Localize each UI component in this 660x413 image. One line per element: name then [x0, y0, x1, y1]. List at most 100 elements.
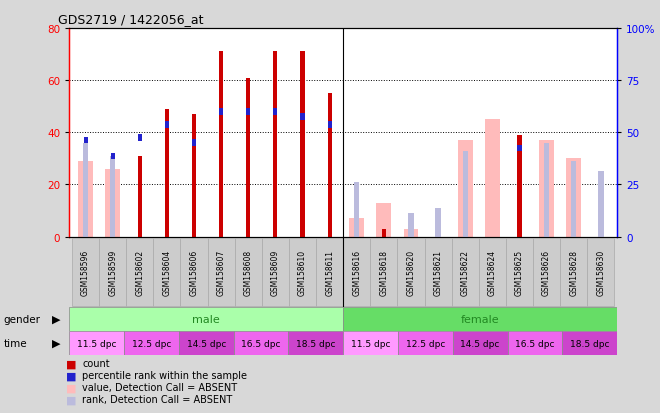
Bar — [138, 135, 142, 141]
FancyBboxPatch shape — [562, 331, 617, 355]
Text: GDS2719 / 1422056_at: GDS2719 / 1422056_at — [58, 13, 204, 26]
Bar — [517, 135, 521, 237]
Text: male: male — [192, 314, 220, 324]
Bar — [403, 229, 418, 237]
Bar — [571, 161, 576, 237]
FancyBboxPatch shape — [587, 238, 614, 306]
Text: GSM158618: GSM158618 — [379, 249, 388, 295]
FancyBboxPatch shape — [343, 331, 398, 355]
FancyBboxPatch shape — [288, 331, 343, 355]
Text: ▶: ▶ — [52, 338, 60, 348]
Text: GSM158628: GSM158628 — [569, 249, 578, 295]
Text: gender: gender — [3, 314, 40, 324]
Text: 14.5 dpc: 14.5 dpc — [187, 339, 226, 348]
Bar — [192, 140, 196, 147]
FancyBboxPatch shape — [508, 331, 562, 355]
Text: GSM158621: GSM158621 — [434, 249, 443, 295]
Bar — [485, 120, 500, 237]
Text: 16.5 dpc: 16.5 dpc — [515, 339, 554, 348]
Bar — [165, 109, 169, 237]
Text: ■: ■ — [66, 382, 77, 392]
Bar — [354, 183, 360, 237]
Bar — [382, 229, 386, 237]
FancyBboxPatch shape — [262, 238, 289, 306]
FancyBboxPatch shape — [126, 238, 153, 306]
Bar — [138, 157, 142, 237]
Text: 11.5 dpc: 11.5 dpc — [351, 339, 390, 348]
FancyBboxPatch shape — [478, 238, 506, 306]
Text: GSM158609: GSM158609 — [271, 249, 280, 295]
Bar — [327, 94, 332, 237]
Text: GSM158596: GSM158596 — [81, 249, 90, 295]
Bar — [273, 109, 277, 115]
FancyBboxPatch shape — [343, 307, 617, 331]
FancyBboxPatch shape — [453, 331, 508, 355]
Bar — [110, 157, 116, 237]
FancyBboxPatch shape — [235, 238, 262, 306]
Text: 12.5 dpc: 12.5 dpc — [132, 339, 171, 348]
Text: GSM158602: GSM158602 — [135, 249, 145, 295]
Text: female: female — [461, 314, 500, 324]
Text: ■: ■ — [66, 370, 77, 380]
FancyBboxPatch shape — [560, 238, 587, 306]
FancyBboxPatch shape — [234, 331, 288, 355]
Bar — [598, 172, 603, 237]
FancyBboxPatch shape — [69, 307, 343, 331]
Bar — [84, 138, 88, 144]
Text: rank, Detection Call = ABSENT: rank, Detection Call = ABSENT — [82, 394, 233, 404]
Bar — [105, 169, 120, 237]
FancyBboxPatch shape — [72, 238, 99, 306]
Bar — [111, 153, 115, 160]
Text: 11.5 dpc: 11.5 dpc — [77, 339, 116, 348]
FancyBboxPatch shape — [533, 238, 560, 306]
Text: 18.5 dpc: 18.5 dpc — [570, 339, 609, 348]
Text: GSM158622: GSM158622 — [461, 249, 470, 295]
Text: GSM158608: GSM158608 — [244, 249, 253, 295]
Bar — [539, 141, 554, 237]
FancyBboxPatch shape — [370, 238, 397, 306]
FancyBboxPatch shape — [153, 238, 180, 306]
Text: GSM158606: GSM158606 — [189, 249, 199, 295]
Text: GSM158626: GSM158626 — [542, 249, 551, 295]
Bar — [566, 159, 581, 237]
FancyBboxPatch shape — [208, 238, 235, 306]
Bar — [300, 114, 304, 121]
Text: GSM158610: GSM158610 — [298, 249, 307, 295]
Text: ▶: ▶ — [52, 314, 60, 324]
Text: GSM158607: GSM158607 — [216, 249, 226, 295]
FancyBboxPatch shape — [180, 238, 208, 306]
FancyBboxPatch shape — [289, 238, 316, 306]
Text: GSM158620: GSM158620 — [407, 249, 416, 295]
Bar — [165, 122, 169, 128]
Bar — [463, 151, 468, 237]
Bar — [246, 78, 250, 237]
Bar — [219, 109, 223, 115]
FancyBboxPatch shape — [69, 331, 124, 355]
Bar — [458, 141, 473, 237]
Bar — [300, 52, 304, 237]
Text: GSM158630: GSM158630 — [597, 249, 605, 295]
FancyBboxPatch shape — [99, 238, 126, 306]
Bar — [327, 122, 332, 128]
Text: time: time — [3, 338, 27, 348]
Bar — [436, 209, 441, 237]
Text: GSM158624: GSM158624 — [488, 249, 497, 295]
FancyBboxPatch shape — [451, 238, 478, 306]
Text: GSM158616: GSM158616 — [352, 249, 361, 295]
Bar — [192, 115, 196, 237]
FancyBboxPatch shape — [124, 331, 179, 355]
FancyBboxPatch shape — [316, 238, 343, 306]
Bar — [78, 161, 93, 237]
FancyBboxPatch shape — [179, 331, 234, 355]
Bar — [83, 143, 88, 237]
Text: GSM158625: GSM158625 — [515, 249, 524, 295]
Bar — [349, 219, 364, 237]
Text: GSM158611: GSM158611 — [325, 249, 334, 295]
FancyBboxPatch shape — [424, 238, 451, 306]
Bar — [376, 203, 391, 237]
Text: percentile rank within the sample: percentile rank within the sample — [82, 370, 248, 380]
Text: value, Detection Call = ABSENT: value, Detection Call = ABSENT — [82, 382, 238, 392]
FancyBboxPatch shape — [343, 238, 370, 306]
Text: ■: ■ — [66, 358, 77, 368]
Bar — [517, 145, 521, 152]
